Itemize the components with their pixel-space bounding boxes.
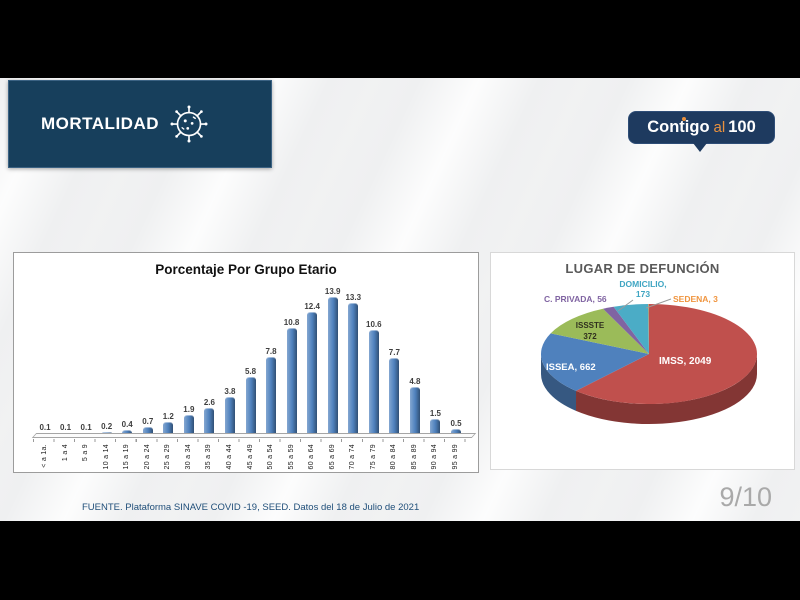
bar xyxy=(122,430,133,434)
pie-slice-c-privada xyxy=(603,306,649,354)
bar-value-label: 7.7 xyxy=(388,348,400,357)
bar-chart-panel: Porcentaje Por Grupo Etario 0.1 0.1 0.1 0.2… xyxy=(13,252,479,473)
bar-category-label: 90 a 94 xyxy=(431,444,439,470)
bar-value-label: 2.6 xyxy=(203,398,215,407)
x-axis-ticks xyxy=(33,439,474,442)
bar-category-label: 25 a 29 xyxy=(164,444,172,470)
pie-slice-domicilio xyxy=(613,304,649,354)
bar xyxy=(204,408,215,434)
virus-icon xyxy=(170,105,208,143)
logo-accent-dot xyxy=(682,117,686,121)
bar-category-label: 40 a 44 xyxy=(225,444,233,470)
pie-slice-issste xyxy=(550,308,649,354)
bar xyxy=(286,328,297,434)
bar-value-label: 10.6 xyxy=(366,320,382,329)
logo-text-al: al xyxy=(713,119,726,136)
pie-chart-panel: LUGAR DE DEFUNCIÓN DOMICILIO, 173 C. PRI… xyxy=(490,252,795,470)
pie-label-issste: ISSSTE 372 xyxy=(575,321,605,341)
bar xyxy=(368,330,379,434)
page-number: 9/10 xyxy=(719,482,772,512)
bar-value-label: 7.8 xyxy=(265,347,277,356)
bar-category-label: 45 a 49 xyxy=(246,444,254,470)
pie-svg xyxy=(541,298,758,424)
bar-value-label: 0.5 xyxy=(450,419,462,428)
pie-label-issea: ISSEA, 662 xyxy=(546,362,596,373)
bar xyxy=(389,358,400,434)
bar-value-label: 1.5 xyxy=(429,409,441,418)
bar-category-label: 20 a 24 xyxy=(143,444,151,470)
bar-value-label: 0.7 xyxy=(142,417,154,426)
bar-value-label: 0.1 xyxy=(59,423,72,432)
pie-label-c-privada: C. PRIVADA, 56 xyxy=(544,294,607,304)
bar-value-label: 13.3 xyxy=(345,293,362,302)
logo-speech-tail xyxy=(693,143,707,152)
pie-label-sedena: SEDENA, 3 xyxy=(673,294,718,304)
bar-category-label: 75 a 79 xyxy=(369,444,377,470)
bar xyxy=(224,397,235,434)
source-note: FUENTE. Plataforma SINAVE COVID -19, SEE… xyxy=(82,502,420,513)
bar-category-label: 50 a 54 xyxy=(267,444,275,470)
bar-value-label: 3.8 xyxy=(224,387,236,396)
x-axis-labels: < a 1a. 1 a 4 5 a 9 10 a 14 15 a 19 20 a 24 25… xyxy=(36,444,472,488)
bar-category-label: 60 a 64 xyxy=(308,444,316,470)
bar xyxy=(430,419,441,434)
bar xyxy=(142,427,153,434)
bar-category-label: 85 a 89 xyxy=(410,444,418,470)
bar-value-label: 0.1 xyxy=(80,423,92,432)
bar xyxy=(245,377,256,434)
bar xyxy=(409,387,420,434)
slide: MORTALIDAD xyxy=(0,78,800,521)
bar-category-label: 65 a 69 xyxy=(328,444,336,470)
bar xyxy=(327,297,338,434)
bar xyxy=(163,422,174,434)
bar xyxy=(348,303,359,434)
bar-category-label: < a 1a. xyxy=(41,444,48,468)
bar-category-label: 35 a 39 xyxy=(205,444,213,470)
contigo-logo: Contigo al 100 xyxy=(628,111,775,152)
bar-value-label: 12.4 xyxy=(304,302,320,311)
bar-value-label: 13.9 xyxy=(324,287,341,296)
bar xyxy=(451,429,461,434)
bar-value-label: 0.2 xyxy=(101,422,113,431)
bar-category-label: 10 a 14 xyxy=(102,444,110,470)
bar-category-label: 5 a 9 xyxy=(82,444,90,462)
pie-side-issea xyxy=(541,354,577,411)
bar-value-label: 4.8 xyxy=(409,377,421,386)
banner-title: MORTALIDAD xyxy=(41,114,159,133)
bar-plot: 0.1 0.1 0.1 0.2 0.4 0.7 1.2 1.9 2.6 3.8 5.8 7.8 10.8… xyxy=(36,287,472,434)
bar-category-label: 80 a 84 xyxy=(390,444,398,470)
bar-category-label: 15 a 19 xyxy=(123,444,131,470)
mortality-banner: MORTALIDAD xyxy=(8,80,272,168)
bar-chart-title: Porcentaje Por Grupo Etario xyxy=(155,262,337,277)
leader-line-domicilio xyxy=(617,299,634,312)
bar-value-label: 0.1 xyxy=(39,423,51,432)
bar xyxy=(307,312,318,434)
leader-line-sedena xyxy=(645,298,672,309)
bar-category-label: 30 a 34 xyxy=(184,444,192,470)
pie-side-imss xyxy=(576,354,757,424)
x-axis-floor xyxy=(31,433,477,438)
bar-value-label: 1.9 xyxy=(183,405,195,414)
pie-slice-imss xyxy=(576,304,758,404)
pie-label-domicilio: DOMICILIO, 173 xyxy=(619,279,667,299)
bar-category-label: 1 a 4 xyxy=(61,444,69,462)
bar xyxy=(183,415,194,434)
logo-text-100: 100 xyxy=(728,118,756,136)
bar-value-label: 10.8 xyxy=(283,318,300,327)
logo-text-contigo: Contigo xyxy=(647,118,710,136)
pie-slice-issea xyxy=(541,333,649,391)
pie-label-imss: IMSS, 2049 xyxy=(659,356,712,367)
pie-chart-title: LUGAR DE DEFUNCIÓN xyxy=(565,261,720,276)
bar-value-label: 1.2 xyxy=(162,412,174,421)
bar-value-label: 5.8 xyxy=(244,367,257,376)
bar-category-label: 55 a 59 xyxy=(287,444,295,470)
bar-category-label: 70 a 74 xyxy=(349,444,357,470)
bar-category-label: 95 a 99 xyxy=(452,444,459,470)
bar xyxy=(266,357,277,434)
bar-value-label: 0.4 xyxy=(121,420,133,429)
